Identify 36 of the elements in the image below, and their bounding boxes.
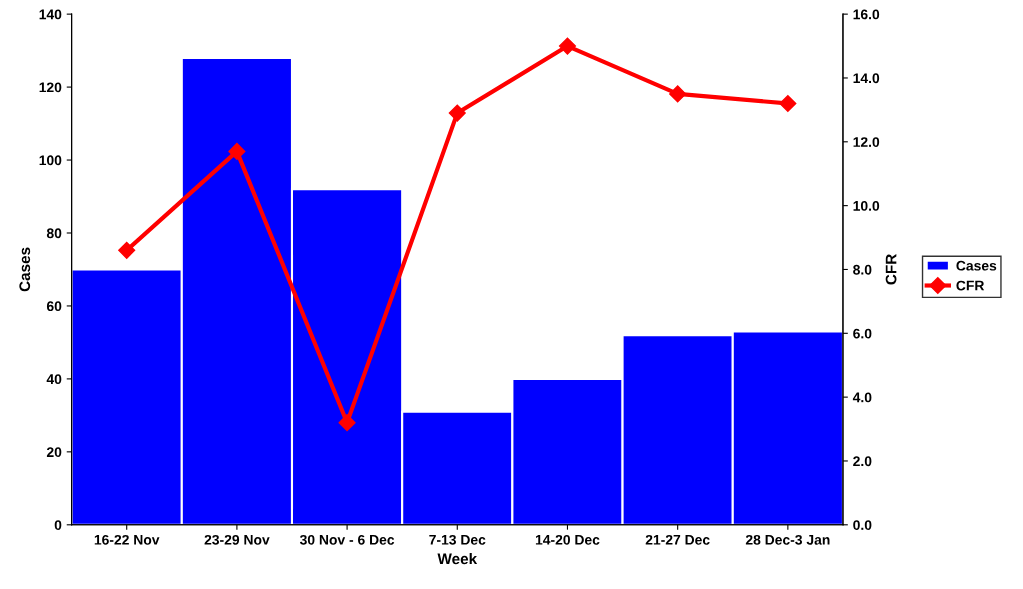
y-axis-title: Cases [19,247,31,292]
x-tick-label: 16-22 Nov [94,534,160,545]
x-tick-label: 21-27 Dec [645,534,710,545]
legend-label: CFR [956,280,985,291]
point [338,414,356,432]
legend-label: Cases [956,260,997,271]
y-tick-label: 140 [39,9,62,20]
x-tick-label: 7-13 Dec [429,534,486,545]
point [779,94,797,113]
y2-tick-label: 2.0 [853,456,872,467]
y2-tick-label: 10.0 [853,200,880,211]
x-tick-label: 28 Dec-3 Jan [745,534,830,545]
y2-tick-label: 16.0 [853,9,880,20]
y-tick-label: 0 [54,520,62,530]
y2-tick-label: 14.0 [853,73,880,84]
y-tick-label: 100 [39,155,62,166]
y2-tick-label: 6.0 [853,328,872,339]
x-tick-label: 30 Nov - 6 Dec [299,534,395,545]
point [558,37,577,55]
y-tick-label: 40 [46,374,62,385]
y-tick-label: 80 [46,228,62,239]
y-tick-label: 120 [39,82,62,93]
y2-tick-label: 0.0 [853,520,872,530]
x-axis-title: Week [437,553,478,565]
y2-tick-label: 8.0 [853,264,872,275]
point [118,241,136,259]
point [228,142,246,160]
y2-tick-label: 12.0 [853,137,880,147]
x-tick-label: 14-20 Dec [535,534,600,545]
point [448,104,466,122]
y2-tick-label: 4.0 [852,392,872,403]
x-tick-label: 23-29 Nov [204,534,270,545]
y-tick-label: 20 [46,447,62,458]
y2-axis-title: CFR [885,254,897,285]
y-tick-label: 60 [46,301,62,312]
point [669,85,687,103]
